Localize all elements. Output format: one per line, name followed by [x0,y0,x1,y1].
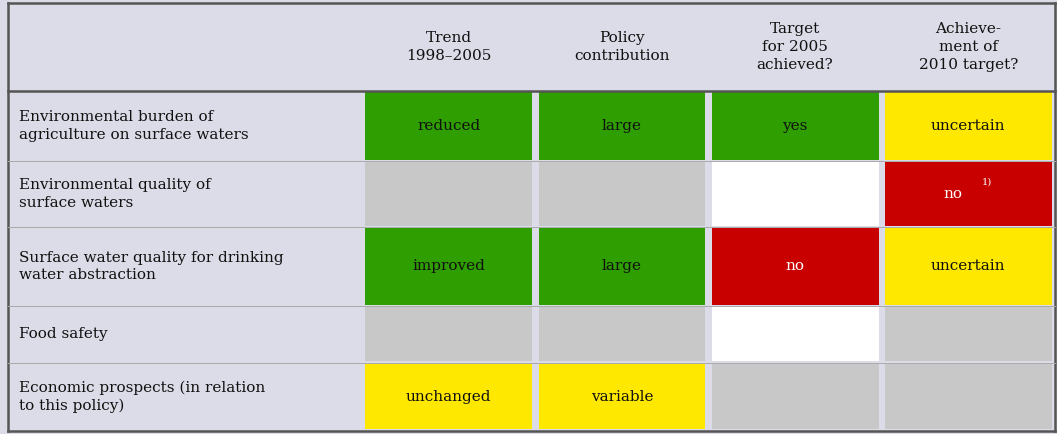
Bar [366,228,532,305]
Bar [538,162,705,226]
Bar [366,92,532,160]
Text: reduced: reduced [418,119,480,133]
Text: no: no [943,187,962,201]
Bar [711,307,878,362]
Text: Surface water quality for drinking
water abstraction: Surface water quality for drinking water… [19,250,283,283]
Bar [8,161,1055,227]
Text: large: large [601,119,642,133]
Text: Food safety: Food safety [19,327,108,341]
Bar [538,364,705,429]
Bar [538,92,705,160]
Bar [711,162,878,226]
Bar [366,364,532,429]
Bar [366,162,532,226]
Text: variable: variable [591,390,653,404]
Bar [885,364,1052,429]
Bar [538,307,705,362]
Bar [711,92,878,160]
Text: Policy
contribution: Policy contribution [574,31,670,63]
Text: no: no [785,260,804,273]
Text: Environmental quality of
surface waters: Environmental quality of surface waters [19,178,210,210]
Bar [8,91,1055,161]
Text: Economic prospects (in relation
to this policy): Economic prospects (in relation to this … [19,380,265,413]
Bar [885,92,1052,160]
Bar [538,228,705,305]
Bar [885,228,1052,305]
Bar [366,307,532,362]
Text: Target
for 2005
achieved?: Target for 2005 achieved? [757,23,834,72]
Bar [885,307,1052,362]
Text: Trend
1998–2005: Trend 1998–2005 [406,31,492,63]
Bar [8,306,1055,363]
Bar [711,364,878,429]
Text: yes: yes [782,119,808,133]
Bar [711,228,878,305]
Text: uncertain: uncertain [931,119,1005,133]
Text: 1): 1) [982,178,993,187]
Bar [885,162,1052,226]
Text: improved: improved [412,260,485,273]
Text: uncertain: uncertain [931,260,1005,273]
Text: unchanged: unchanged [406,390,492,404]
Text: large: large [601,260,642,273]
Bar [8,363,1055,431]
Text: Achieve-
ment of
2010 target?: Achieve- ment of 2010 target? [919,23,1018,72]
Text: Environmental burden of
agriculture on surface waters: Environmental burden of agriculture on s… [19,110,248,142]
Bar [8,227,1055,306]
Bar [8,3,1055,91]
